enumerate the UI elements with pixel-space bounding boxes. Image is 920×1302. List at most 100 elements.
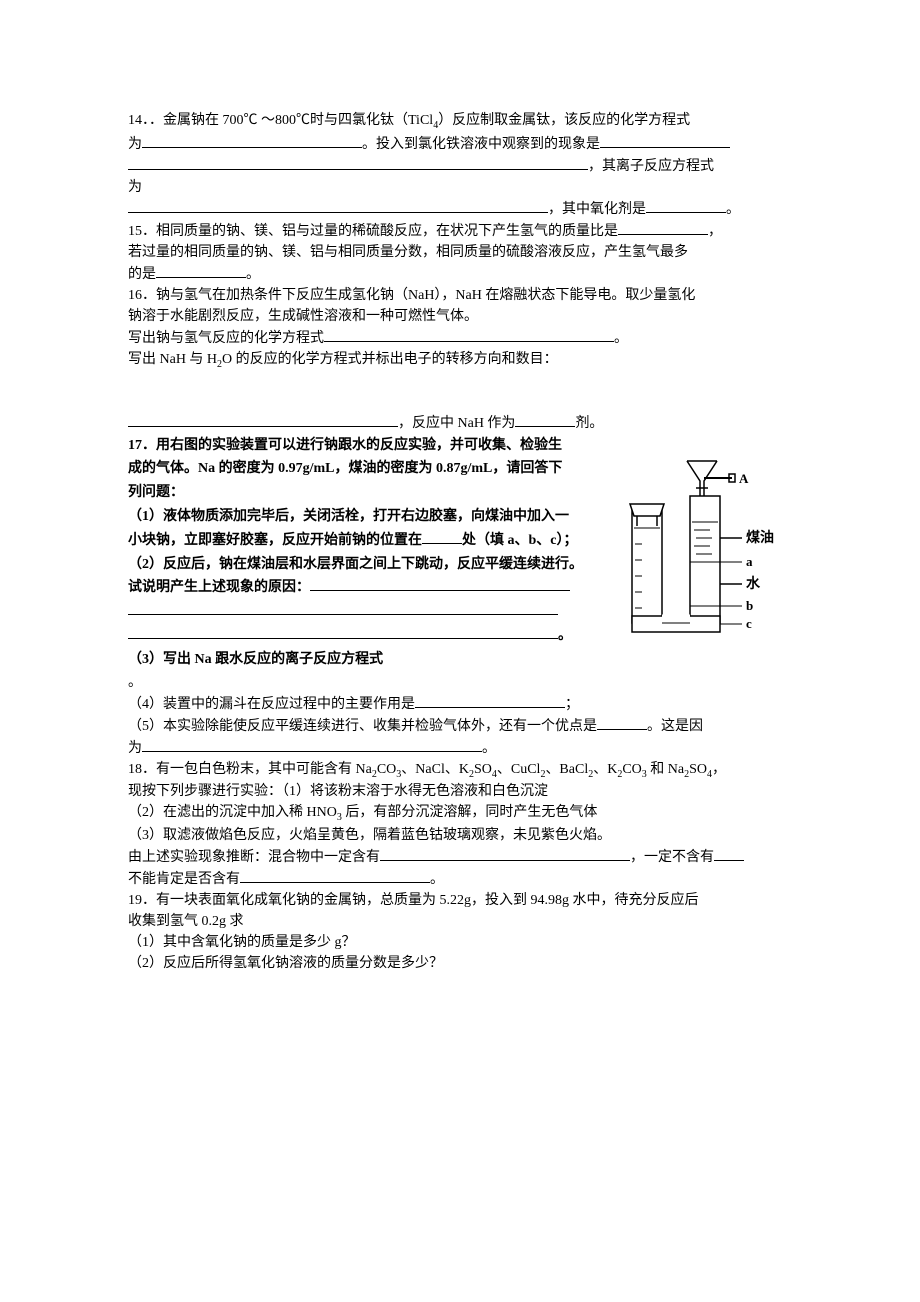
- q14-l2b: 。投入到氯化铁溶液中观察到的现象是: [362, 137, 600, 152]
- q19-number: 19．: [128, 893, 156, 908]
- q17-l13: 为: [128, 741, 142, 756]
- q15-line2: 若过量的相同质量的钠、镁、铝与相同质量分数，相同质量的硫酸溶液反应，产生氢气最多: [128, 242, 792, 263]
- label-meiyou: 煤油: [746, 529, 774, 546]
- q18-line6: 不能肯定是否含有 。: [128, 868, 792, 890]
- blank: [324, 327, 614, 342]
- q16-l3: 写出钠与氢气反应的化学方程式: [128, 331, 324, 346]
- blank: [128, 412, 398, 427]
- q17-l2: 成的气体。Na 的密度为 0.97g/mL，煤油的密度为 0.87g/mL，请回…: [128, 461, 562, 476]
- q18-l1a: 有一包白色粉末，其中可能含有 Na: [156, 762, 372, 777]
- q18-line1: 18．有一包白色粉末，其中可能含有 Na2CO3、NaCl、K2SO4、CuCl…: [128, 759, 792, 782]
- q17-l12b: 。这是因: [647, 719, 703, 734]
- blank: [128, 600, 558, 615]
- q18-l1d: SO: [474, 762, 492, 777]
- apparatus-diagram: A: [612, 456, 802, 656]
- q17-line7: 试说明产生上述现象的原因：: [128, 576, 608, 600]
- label-a: a: [746, 554, 753, 569]
- q19-l2: 收集到氢气 0.2g 求: [128, 914, 244, 929]
- q15-l2: 若过量的相同质量的钠、镁、铝与相同质量分数，相同质量的硫酸溶液反应，产生氢气最多: [128, 245, 688, 260]
- q17-line1: 17．用右图的实验装置可以进行钠跟水的反应实验，并可收集、检验生: [128, 434, 608, 458]
- q14-l5a: ，其中氧化剂是: [548, 202, 646, 217]
- q17-l13b: 。: [482, 741, 496, 756]
- q18-l1e: 、CuCl: [497, 762, 541, 777]
- q17-line8: [128, 600, 608, 624]
- q18-l3b: 后，有部分沉淀溶解，同时产生无色气体: [342, 805, 598, 820]
- q19-l1: 有一块表面氧化成氧化钠的金属钠，总质量为 5.22g，投入到 94.98g 水中…: [156, 893, 699, 908]
- q14-l1b: ）反应制取金属钛，该反应的化学方程式: [438, 113, 690, 128]
- label-b: b: [746, 598, 753, 613]
- blank: [600, 133, 730, 148]
- q16-line2: 钠溶于水能剧烈反应，生成碱性溶液和一种可燃性气体。: [128, 306, 792, 327]
- q17-line5: 小块钠，立即塞好胶塞，反应开始前钠的位置在 处（填 a、b、c）；: [128, 529, 608, 553]
- q14-l4: 为: [128, 180, 142, 195]
- q16-l4: 写出 NaH 与 H: [128, 352, 217, 367]
- q14-l2: 为: [128, 137, 142, 152]
- q17-l6: （2）反应后，钠在煤油层和水层界面之间上下跳动，反应平缓连续进行。: [128, 557, 583, 572]
- blank: [646, 198, 726, 213]
- q17-line9: （3）写出 Na 跟水反应的离子反应方程式: [128, 648, 608, 672]
- label-A: A: [739, 471, 749, 486]
- q17-line10: 。: [128, 672, 792, 693]
- q18-l1g: 、K: [593, 762, 617, 777]
- q17-l10: 。: [128, 675, 142, 690]
- q16-l3b: 。: [614, 331, 628, 346]
- q14-line2: 为 。投入到氯化铁溶液中观察到的现象是: [128, 133, 792, 155]
- q17-line4: （1）液体物质添加完毕后，关闭活栓，打开右边胶塞，向煤油中加入一: [128, 505, 608, 529]
- q17-line12: （5）本实验除能使反应平缓连续进行、收集并检验气体外，还有一个优点是 。这是因: [128, 715, 792, 737]
- q17-l7: 试说明产生上述现象的原因：: [128, 580, 310, 595]
- q16-line1: 16．钠与氢气在加热条件下反应生成氢化钠（NaH），NaH 在熔融状态下能导电。…: [128, 285, 792, 306]
- q18-l1h: CO: [622, 762, 641, 777]
- q18-l1b: CO: [377, 762, 396, 777]
- q14-l1a: 金属钠在 700℃ ～800℃时与四氯化钛（TiCl: [163, 113, 433, 128]
- q18-l1i: 和 Na: [647, 762, 684, 777]
- q17-l5b: 处（填 a、b、c）；: [462, 533, 578, 548]
- blank: [310, 576, 570, 591]
- q18-line2: 现按下列步骤进行实验：（1）将该粉末溶于水得无色溶液和白色沉淀: [128, 781, 792, 802]
- q14-line5: ，其中氧化剂是 。: [128, 198, 792, 220]
- q17-line3: 列问题：: [128, 481, 608, 505]
- q17-l5a: 小块钠，立即塞好胶塞，反应开始前钠的位置在: [128, 533, 422, 548]
- blank: [515, 412, 575, 427]
- blank: [156, 263, 246, 278]
- q16-l1: 钠与氢气在加热条件下反应生成氢化钠（NaH），NaH 在熔融状态下能导电。取少量…: [156, 288, 695, 303]
- label-c: c: [746, 616, 752, 631]
- q16-line3: 写出钠与氢气反应的化学方程式 。: [128, 327, 792, 349]
- q14-l3: ，其离子反应方程式: [588, 159, 714, 174]
- blank: [618, 220, 708, 235]
- q15-l1: 相同质量的钠、镁、铝与过量的稀硫酸反应，在状况下产生氢气的质量比是: [156, 224, 618, 239]
- q18-l6: 不能肯定是否含有: [128, 872, 240, 887]
- q17-line11: （4）装置中的漏斗在反应过程中的主要作用是；: [128, 693, 792, 715]
- q14-l5b: 。: [726, 202, 740, 217]
- q16-spacer: [128, 372, 792, 412]
- q17-container: A: [128, 434, 792, 672]
- blank: [128, 155, 588, 170]
- q18-l2: 现按下列步骤进行实验：（1）将该粉末溶于水得无色溶液和白色沉淀: [128, 784, 548, 799]
- q16-l5b: 剂。: [575, 416, 603, 431]
- q15-line1: 15．相同质量的钠、镁、铝与过量的稀硫酸反应，在状况下产生氢气的质量比是，: [128, 220, 792, 242]
- blank: [415, 693, 565, 708]
- blank: [142, 133, 362, 148]
- q17-l12: （5）本实验除能使反应平缓连续进行、收集并检验气体外，还有一个优点是: [128, 719, 597, 734]
- blank: [380, 846, 630, 861]
- label-water: 水: [746, 575, 761, 592]
- q17-l8b: 。: [558, 628, 572, 643]
- blank: [142, 737, 482, 752]
- q14-number: 14．．: [128, 113, 163, 128]
- q17-line13: 为。: [128, 737, 792, 759]
- q16-l2: 钠溶于水能剧烈反应，生成碱性溶液和一种可燃性气体。: [128, 309, 478, 324]
- q15-l3: 的是: [128, 267, 156, 282]
- q14-line1: 14．．金属钠在 700℃ ～800℃时与四氯化钛（TiCl4）反应制取金属钛，…: [128, 110, 792, 133]
- q17-l1: 用右图的实验装置可以进行钠跟水的反应实验，并可收集、检验生: [156, 438, 562, 453]
- q18-l1f: 、BaCl: [545, 762, 588, 777]
- q17-number: 17．: [128, 438, 156, 453]
- q19-line1: 19．有一块表面氧化成氧化钠的金属钠，总质量为 5.22g，投入到 94.98g…: [128, 890, 792, 911]
- q18-l4: （3）取滤液做焰色反应，火焰呈黄色，隔着蓝色钴玻璃观察，未见紫色火焰。: [128, 828, 611, 843]
- blank: [240, 868, 430, 883]
- q17-line8b: 。: [128, 624, 608, 648]
- q17-l9: （3）写出 Na 跟水反应的离子反应方程式: [128, 652, 383, 667]
- q19-l3: （1）其中含氧化钠的质量是多少 g？: [128, 935, 356, 950]
- q17-l11: （4）装置中的漏斗在反应过程中的主要作用是: [128, 697, 415, 712]
- blank: [714, 846, 744, 861]
- q18-l6b: 。: [430, 872, 444, 887]
- q18-l3: （2）在滤出的沉淀中加入稀 HNO: [128, 805, 337, 820]
